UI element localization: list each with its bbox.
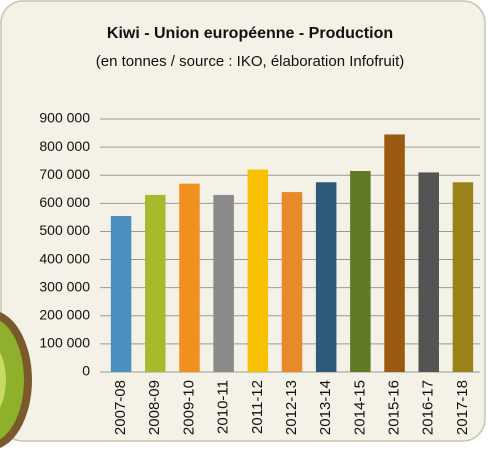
y-tick-label: 0 [82, 363, 90, 379]
bar [110, 215, 132, 372]
bar [418, 172, 439, 372]
y-tick-label: 800 000 [39, 138, 90, 154]
bar [384, 134, 405, 372]
kiwi-decoration [0, 312, 32, 448]
bar [247, 169, 269, 372]
bar [452, 182, 474, 372]
y-tick-label: 500 000 [39, 222, 90, 238]
x-tick-label: 2008-09 [146, 380, 163, 435]
x-tick-label: 2014-15 [351, 380, 368, 435]
y-tick-label: 200 000 [39, 306, 90, 322]
x-tick-label: 2009-10 [180, 380, 197, 435]
bar [315, 182, 337, 372]
y-tick-label: 100 000 [39, 335, 90, 351]
bar [145, 194, 166, 372]
x-tick-label: 2012-13 [283, 380, 300, 435]
bar [281, 192, 303, 372]
y-tick-label: 900 000 [39, 110, 90, 126]
bar [213, 194, 234, 372]
chart-subtitle: (en tonnes / source : IKO, élaboration I… [96, 53, 405, 70]
y-tick-label: 400 000 [39, 250, 90, 266]
x-tick-label: 2010-11 [215, 380, 232, 434]
x-tick-label: 2017-18 [454, 380, 471, 435]
x-tick-label: 2013-14 [317, 380, 334, 435]
x-tick-label: 2015-16 [386, 380, 403, 435]
x-tick-label: 2007-08 [112, 380, 129, 435]
x-tick-label: 2011-12 [249, 380, 266, 434]
y-tick-label: 700 000 [39, 166, 90, 182]
bar [179, 183, 200, 372]
y-tick-label: 300 000 [39, 278, 90, 294]
x-tick-label: 2016-17 [420, 380, 437, 435]
y-tick-label: 600 000 [39, 194, 90, 210]
chart-title: Kiwi - Union européenne - Production [107, 25, 393, 42]
bar [350, 171, 371, 372]
